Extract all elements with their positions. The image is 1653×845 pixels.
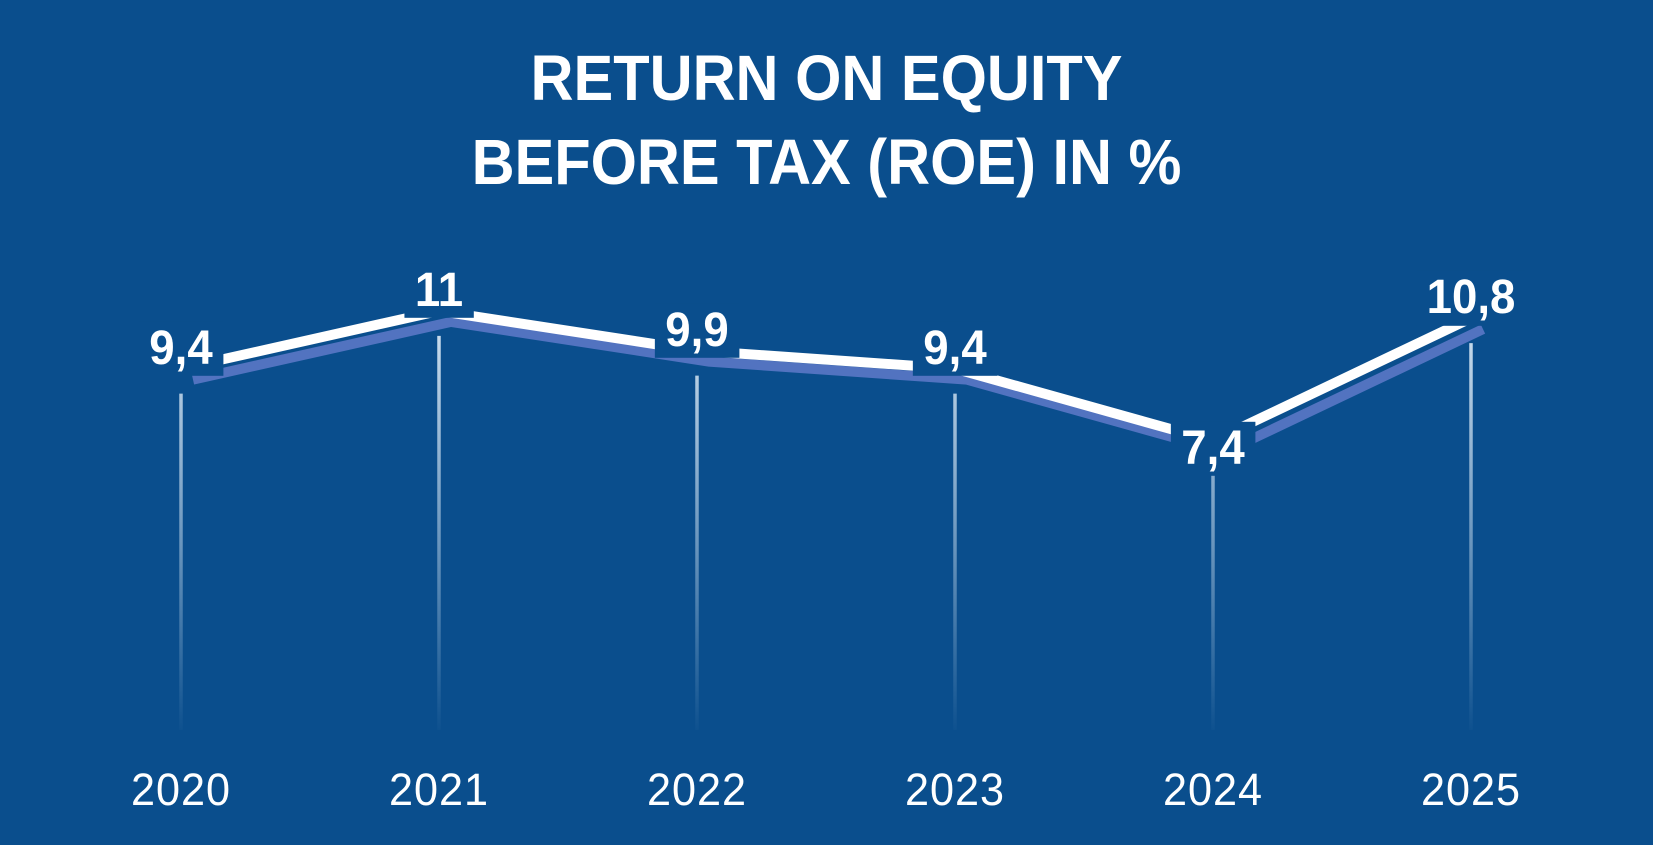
x-axis-label-2023: 2023 [905,764,1005,815]
data-label-2022: 9,9 [654,303,740,358]
x-axis-label-2024: 2024 [1163,764,1263,815]
x-axis-label-2021: 2021 [389,764,489,815]
data-label-2024: 7,4 [1170,421,1256,477]
data-label-2023: 9,4 [912,321,998,376]
series-shadow-line [191,316,1486,458]
data-label-2021: 11 [404,263,474,319]
chart-title-line-1: RETURN ON EQUITY [530,42,1123,114]
x-axis-label-2025: 2025 [1421,764,1521,815]
leader-lines [179,335,1473,730]
chart-title-line-2: BEFORE TAX (ROE) IN % [471,126,1182,198]
x-axis-label-2022: 2022 [647,764,747,815]
series-line [179,305,1474,447]
chart-title: RETURN ON EQUITY BEFORE TAX (ROE) IN % [58,36,1595,204]
data-label-2025: 10,8 [1416,270,1526,326]
data-label-2020: 9,4 [138,321,224,376]
x-axis-label-2020: 2020 [131,764,231,815]
